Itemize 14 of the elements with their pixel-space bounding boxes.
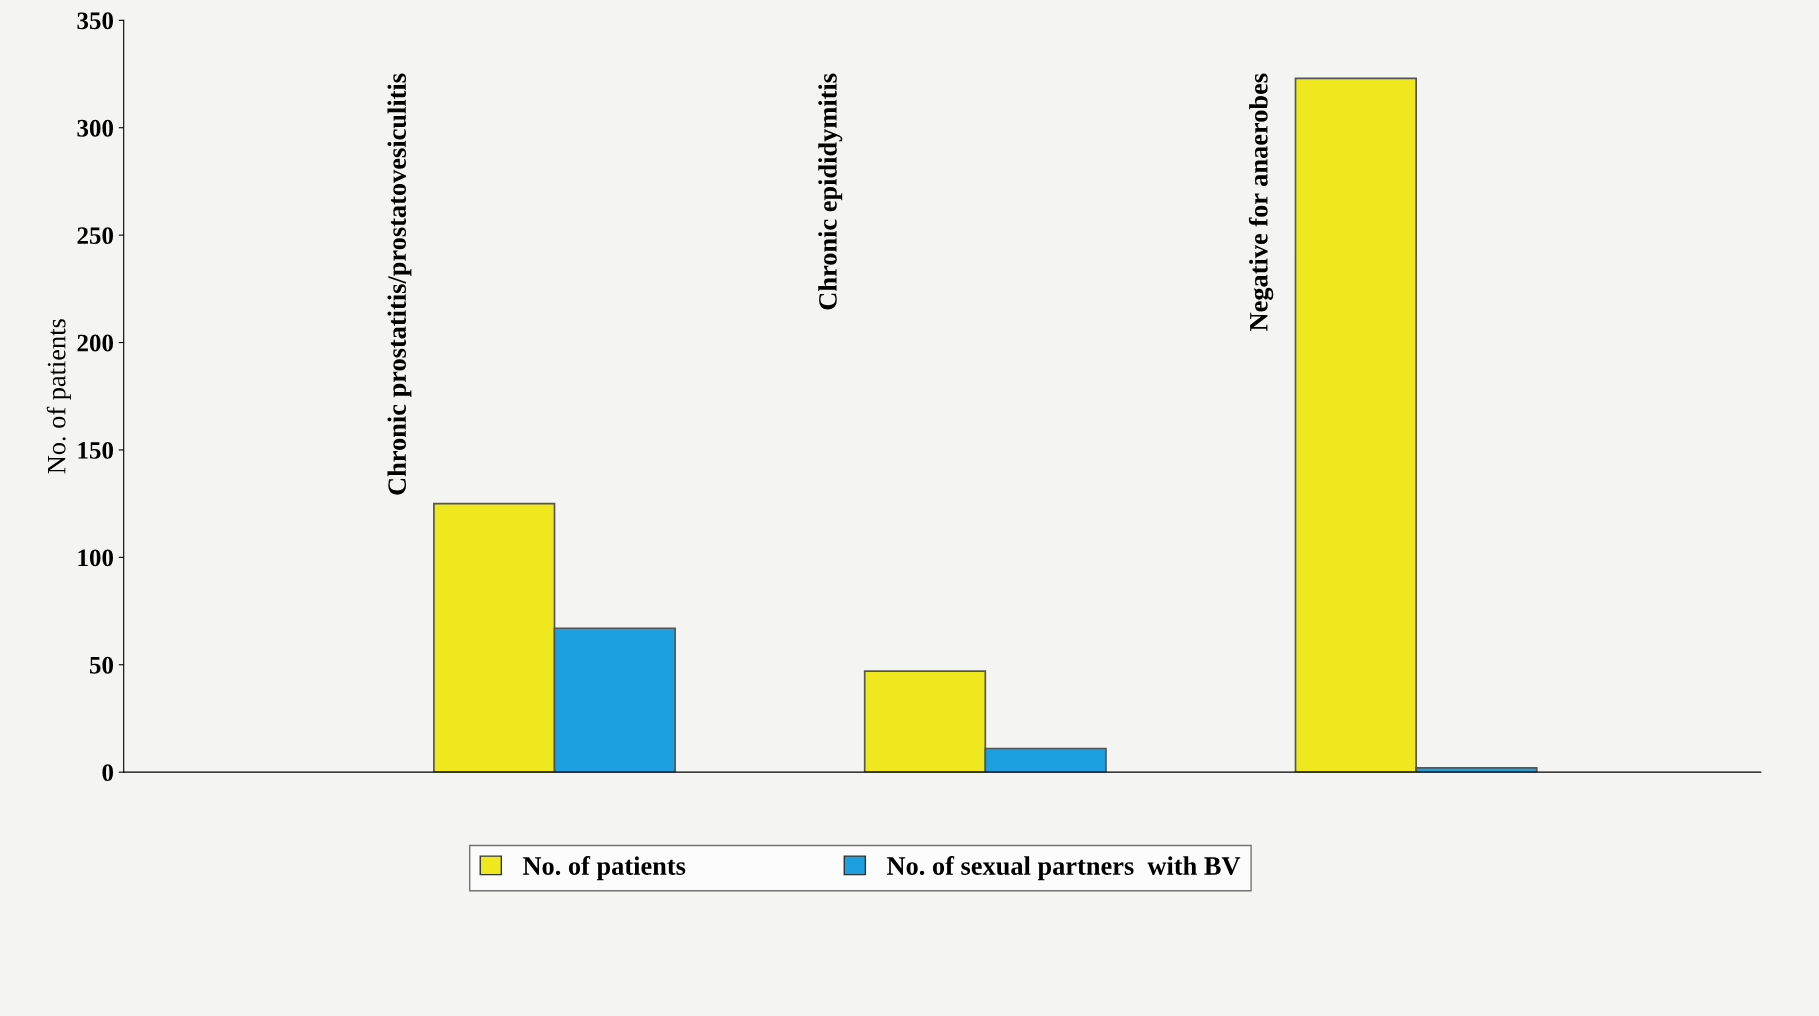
y-axis-title: No. of patients <box>46 319 71 474</box>
y-tick-label: 150 <box>78 441 114 459</box>
y-tick-label: 100 <box>78 549 114 567</box>
legend-label: No. of sexual partners with BV <box>886 856 1241 881</box>
x-tick-label: Chronic prostatitis/prostatovesiculitis <box>387 73 412 495</box>
x-tick-label: Chronic epididymitis <box>818 73 843 310</box>
x-tick-label: Negative for anaerobes <box>1248 73 1274 331</box>
y-tick-label: 0 <box>102 764 114 782</box>
y-tick-label: 350 <box>77 12 114 30</box>
y-tick-label: 300 <box>77 119 114 137</box>
legend-label: No. of patients <box>522 856 686 881</box>
y-tick-label: 50 <box>89 656 114 674</box>
y-tick-label: 200 <box>77 334 114 352</box>
y-tick-label: 250 <box>77 227 114 245</box>
